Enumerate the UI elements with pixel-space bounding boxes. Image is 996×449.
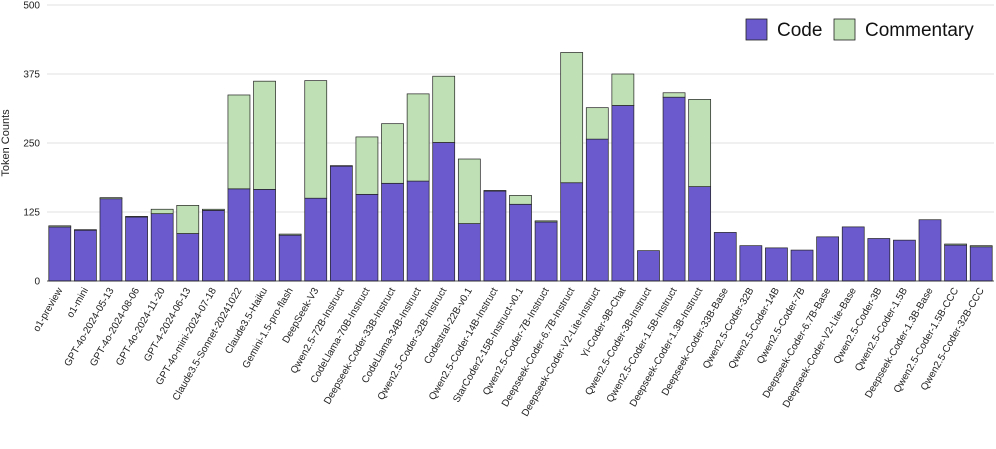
bar-code-22 [611, 105, 635, 282]
x-tick-label: o1-mini [65, 286, 91, 320]
bar-code-27 [739, 245, 763, 282]
bar-commentary-9 [278, 233, 302, 236]
legend-swatch-commentary [833, 18, 856, 41]
legend: Code Commentary [745, 18, 974, 41]
bar-code-15 [432, 142, 456, 282]
bar-commentary-6 [202, 208, 225, 211]
bar-code-1 [74, 229, 97, 282]
bar-code-16 [457, 223, 481, 282]
bar-commentary-25 [688, 99, 712, 187]
bar-commentary-2 [99, 197, 123, 200]
bar-code-32 [867, 238, 891, 282]
bar-commentary-1 [74, 229, 97, 231]
bar-code-30 [816, 236, 839, 282]
bar-code-25 [688, 186, 712, 282]
bar-code-4 [150, 213, 174, 282]
legend-label-code: Code [777, 20, 822, 41]
bar-commentary-0 [48, 225, 72, 228]
bar-code-0 [48, 226, 72, 282]
bar-code-26 [713, 232, 737, 282]
bar-code-11 [329, 165, 353, 282]
bar-code-10 [304, 197, 328, 282]
bar-code-20 [560, 182, 584, 282]
x-tick-label: GPT-4-2024-06-13 [142, 286, 193, 364]
bar-code-2 [99, 198, 123, 282]
legend-label-commentary: Commentary [865, 20, 974, 41]
bars [48, 52, 993, 282]
bar-code-21 [585, 138, 609, 282]
bar-commentary-13 [381, 123, 404, 184]
bar-code-12 [355, 193, 379, 282]
bar-commentary-12 [355, 136, 379, 195]
bar-commentary-19 [534, 220, 558, 223]
bar-commentary-20 [560, 52, 584, 184]
y-tick-label: 0 [34, 277, 40, 288]
bar-code-28 [765, 247, 788, 282]
bar-commentary-5 [176, 205, 200, 234]
x-tick-label: o1-preview [31, 285, 65, 334]
bar-commentary-16 [457, 158, 481, 224]
bar-commentary-17 [483, 190, 507, 192]
y-tick-labels: 0 125 250 375 500 [23, 1, 40, 288]
y-tick-label: 375 [23, 70, 40, 81]
bar-code-5 [176, 233, 200, 282]
legend-swatch-code [745, 18, 768, 41]
bar-commentary-10 [304, 80, 328, 199]
bar-commentary-22 [611, 73, 635, 106]
bar-code-35 [944, 244, 967, 282]
bar-commentary-21 [585, 107, 609, 140]
bar-code-33 [893, 239, 916, 282]
y-tick-label: 125 [23, 208, 40, 219]
bar-code-24 [662, 96, 686, 282]
bar-commentary-3 [125, 216, 148, 218]
bar-code-8 [253, 189, 276, 282]
bar-code-18 [509, 203, 532, 282]
bar-code-7 [227, 188, 251, 282]
bar-code-3 [125, 216, 148, 282]
y-tick-label: 250 [23, 139, 40, 150]
y-axis-title: Token Counts [0, 109, 12, 177]
y-tick-label: 500 [23, 1, 40, 12]
bar-code-14 [406, 180, 430, 282]
bar-code-9 [278, 234, 302, 282]
bar-commentary-15 [432, 75, 456, 143]
x-tick-labels: o1-preview o1-miniGPT-4o-2024-05-13GPT-4o… [31, 285, 986, 418]
bar-code-31 [841, 226, 865, 282]
bar-commentary-8 [253, 80, 276, 190]
bar-code-19 [534, 221, 558, 282]
bar-commentary-4 [150, 208, 174, 215]
bar-code-34 [918, 219, 942, 282]
bar-commentary-24 [662, 92, 686, 98]
bar-commentary-35 [944, 243, 967, 246]
bar-code-13 [381, 182, 404, 282]
bar-code-23 [637, 250, 660, 282]
bar-code-36 [969, 246, 993, 282]
bar-commentary-18 [509, 195, 532, 205]
bar-commentary-7 [227, 94, 251, 190]
bar-commentary-11 [329, 165, 353, 167]
bar-code-29 [790, 249, 814, 282]
bar-code-6 [202, 209, 225, 282]
bar-commentary-36 [969, 245, 993, 248]
bar-commentary-14 [406, 93, 430, 182]
bar-code-17 [483, 190, 507, 282]
